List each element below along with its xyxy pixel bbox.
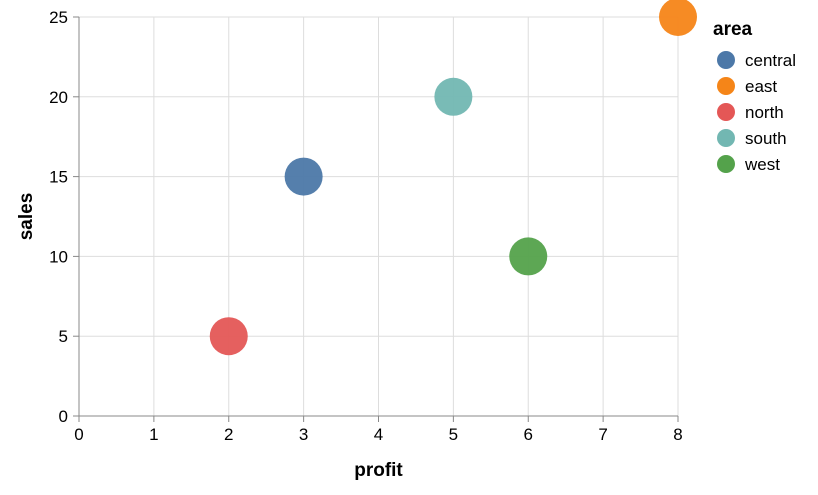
legend-swatch-central [717, 51, 735, 69]
x-axis-ticks: 0 1 2 3 4 5 6 7 8 [74, 416, 683, 444]
y-axis-title: sales [16, 193, 37, 241]
y-tick-label: 25 [49, 8, 68, 27]
x-tick-label: 3 [299, 425, 308, 444]
data-point-south [434, 77, 473, 116]
x-tick-label: 5 [449, 425, 458, 444]
data-points [209, 0, 697, 356]
x-tick-label: 1 [149, 425, 158, 444]
legend-label-south: south [745, 129, 787, 148]
y-tick-label: 10 [49, 247, 68, 266]
x-tick-label: 4 [374, 425, 383, 444]
legend-swatch-west [717, 155, 735, 173]
x-tick-label: 8 [673, 425, 682, 444]
legend-label-central: central [745, 51, 796, 70]
y-tick-label: 0 [59, 407, 68, 426]
legend-swatch-east [717, 77, 735, 95]
y-axis-ticks: 0 5 10 15 20 25 [49, 8, 79, 426]
legend-label-east: east [745, 77, 777, 96]
x-tick-label: 2 [224, 425, 233, 444]
legend-swatch-north [717, 103, 735, 121]
data-point-north [209, 317, 248, 356]
data-point-central [284, 157, 323, 196]
x-axis-title: profit [354, 460, 403, 481]
x-tick-label: 0 [74, 425, 83, 444]
legend-label-north: north [745, 103, 784, 122]
legend-entries: central east north south west [717, 51, 796, 174]
x-tick-label: 7 [598, 425, 607, 444]
y-tick-label: 5 [59, 327, 68, 346]
y-tick-label: 15 [49, 168, 68, 187]
legend-swatch-south [717, 129, 735, 147]
data-point-east [659, 0, 697, 36]
legend-label-west: west [744, 155, 780, 174]
legend: area central east north south west [713, 19, 796, 174]
y-tick-label: 20 [49, 88, 68, 107]
legend-title: area [713, 19, 753, 40]
grid [78, 16, 679, 417]
x-tick-label: 6 [524, 425, 533, 444]
data-point-west [509, 237, 548, 276]
